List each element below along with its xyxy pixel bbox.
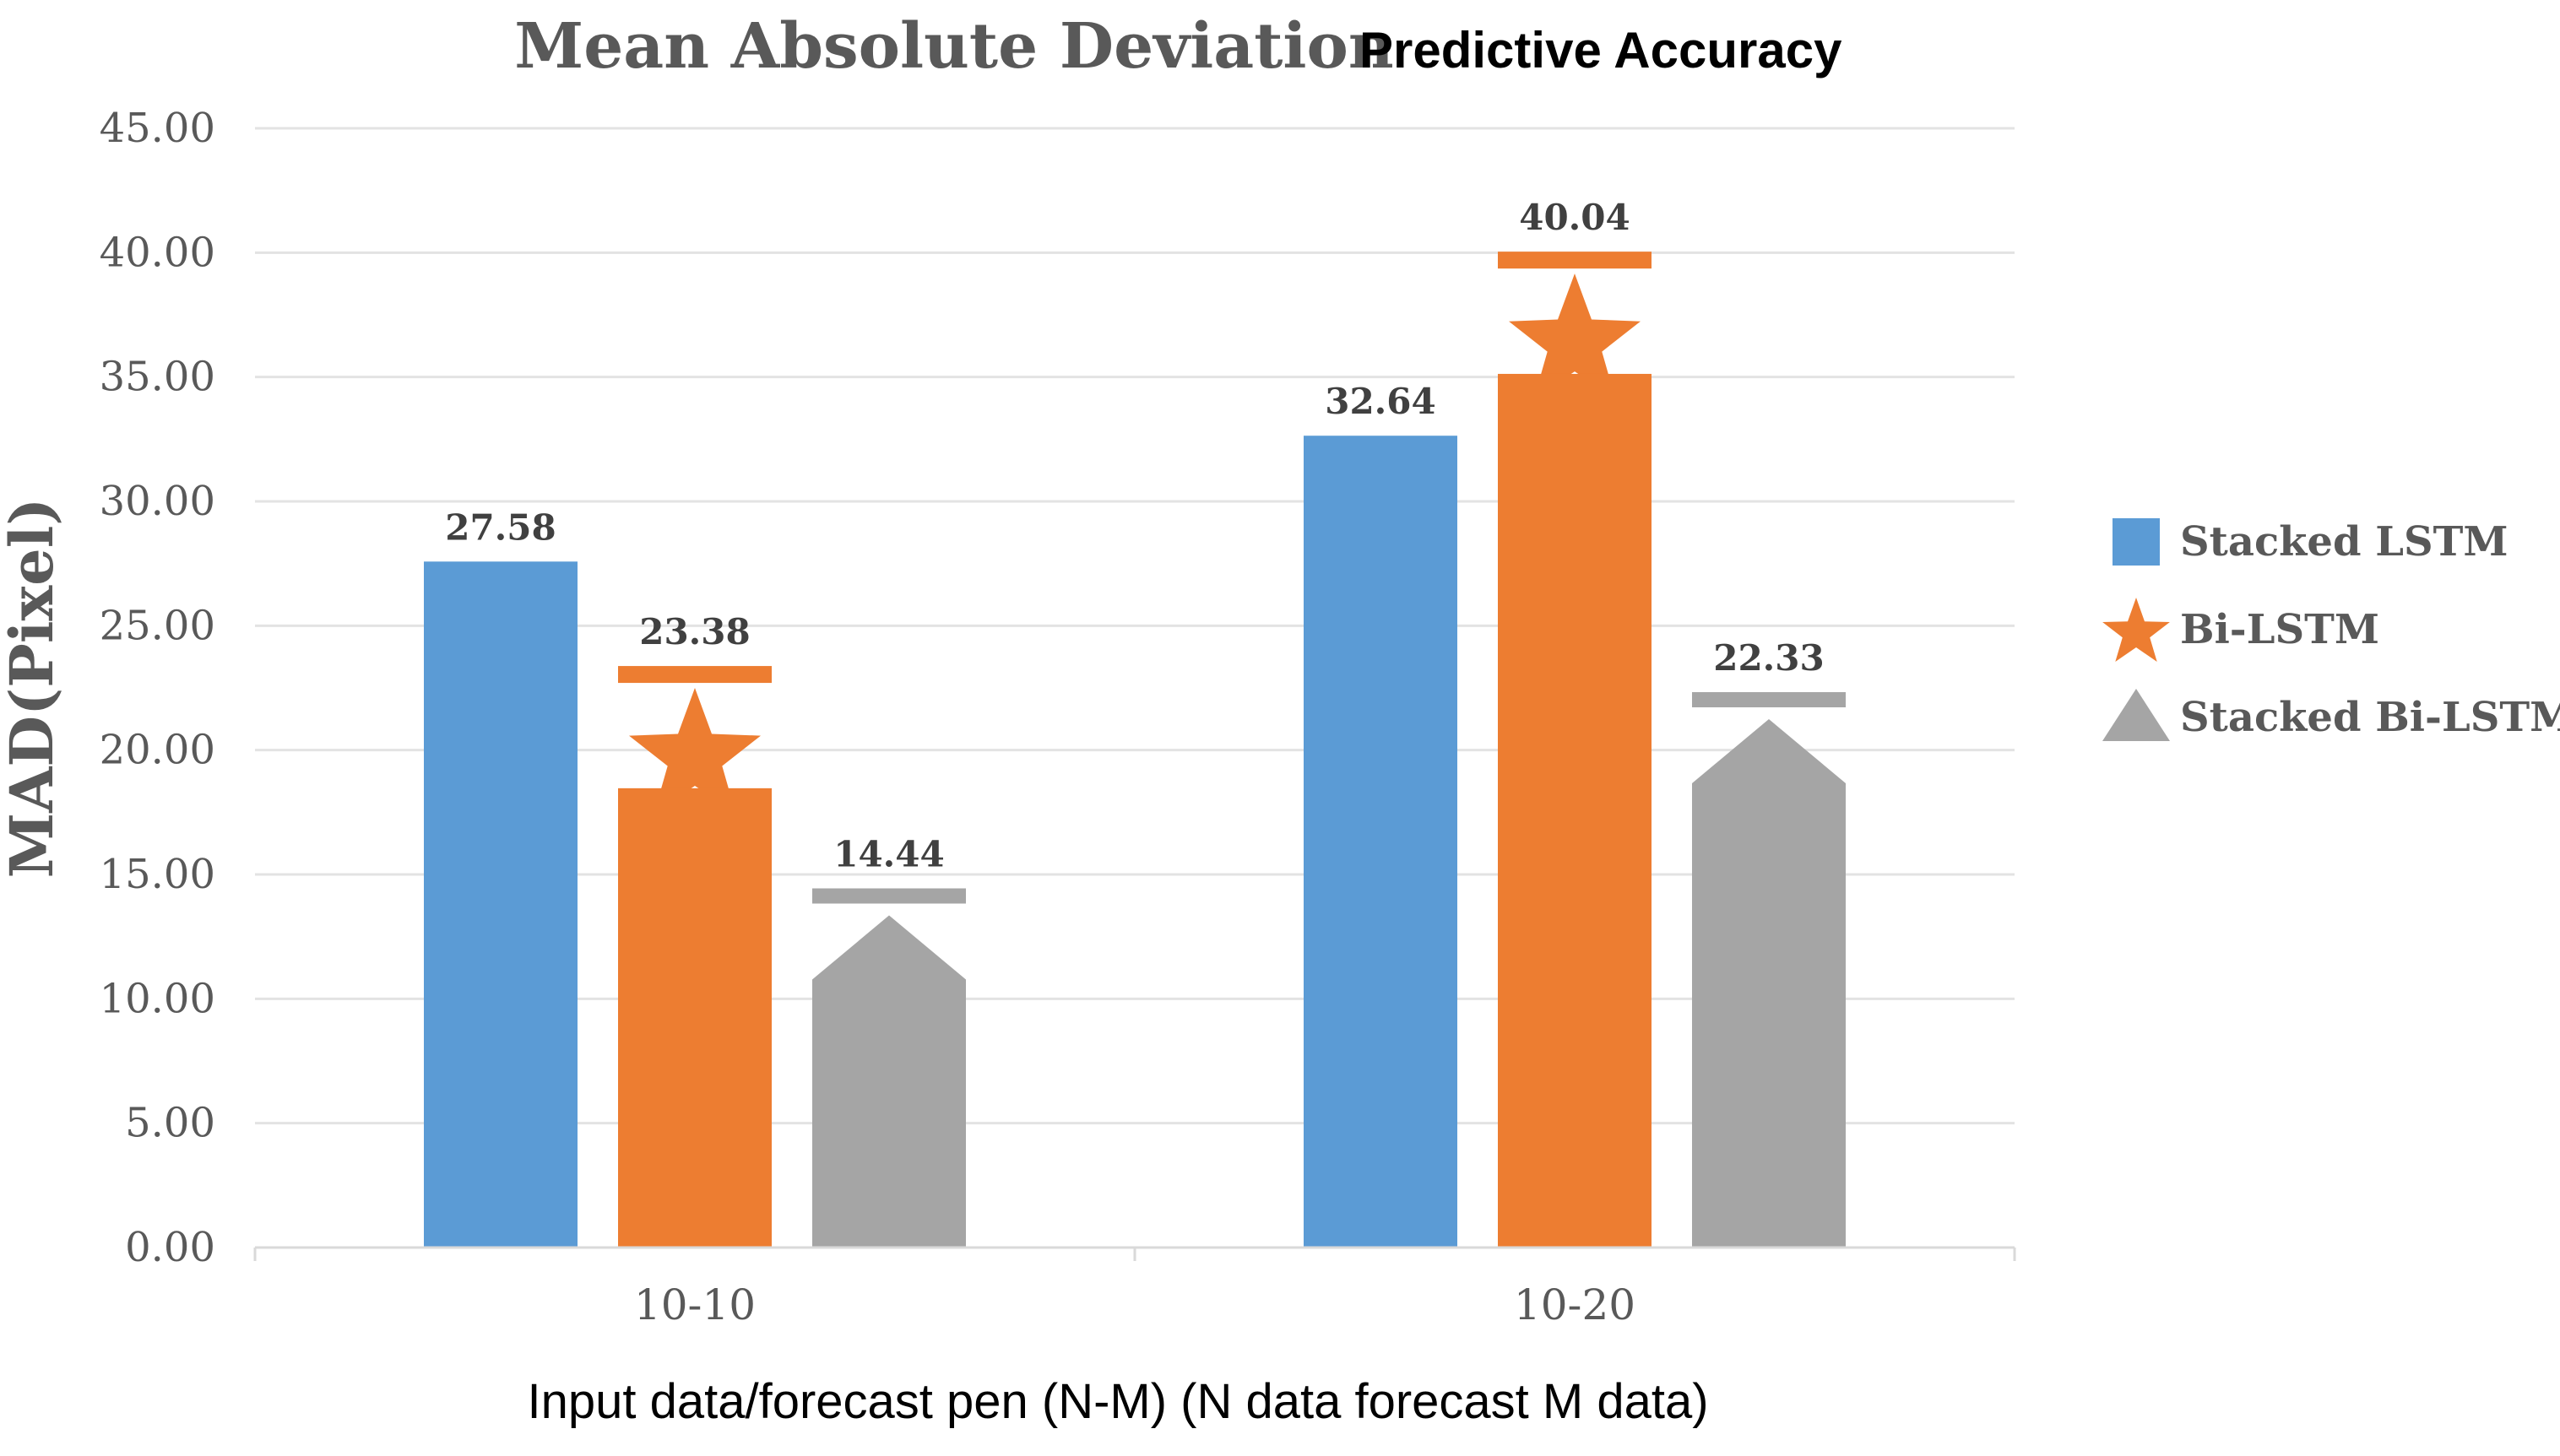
bar-triangle [812,888,966,1248]
legend-triangle-icon [2102,689,2170,741]
y-tick-label: 15.00 [100,851,215,898]
data-label: 14.44 [833,834,945,875]
bar [1498,373,1652,1248]
bars [424,252,1846,1248]
star-marker [629,688,761,814]
legend-label: Stacked LSTM [2180,518,2508,566]
chart-title-sub: Predictive Accuracy [1359,22,1842,78]
y-tick-label: 40.00 [100,229,215,276]
x-tick-label: 10-10 [634,1280,756,1329]
y-tick-label: 20.00 [100,727,215,774]
chart-title: Mean Absolute Deviation Predictive Accur… [514,10,1842,83]
bar [618,788,772,1248]
legend-label: Stacked Bi-LSTM [2180,694,2560,741]
legend-label: Bi-LSTM [2180,606,2379,653]
bar-square [1304,436,1457,1248]
x-axis-label: Input data/forecast pen (N-M) (N data fo… [527,1374,1708,1429]
y-tick-label: 45.00 [100,105,215,152]
y-axis-label: MAD(Pixel) [0,498,67,879]
bar-cap [618,666,772,684]
bar-cap [1498,252,1652,269]
y-axis-ticks: 0.00 5.00 10.00 15.00 20.00 25.00 30.00 35.00 40… [100,105,215,1271]
legend-item: Stacked LSTM [2113,518,2508,566]
y-tick-label: 10.00 [100,975,215,1022]
data-label: 40.04 [1519,197,1630,238]
bar [812,915,966,1248]
bar-cap [1692,692,1846,708]
y-tick-label: 5.00 [125,1100,215,1147]
legend-square-icon [2113,518,2160,566]
bar [1692,719,1846,1248]
legend-star-icon [2102,598,2170,662]
bar-square [424,561,578,1248]
y-tick-label: 30.00 [100,478,215,525]
data-label: 22.33 [1713,637,1825,679]
x-tick-label: 10-20 [1514,1280,1635,1329]
data-label: 27.58 [445,506,556,548]
bar-star [618,666,772,1248]
star-marker [1509,273,1641,399]
bar-star [1498,252,1652,1248]
legend-item: Bi-LSTM [2102,598,2379,662]
data-labels: 27.58 23.38 14.44 32.64 40.04 22.33 [445,197,1825,874]
bar-triangle [1692,692,1846,1248]
data-label: 23.38 [639,611,751,652]
x-axis-ticks: 10-10 10-20 [634,1280,1635,1329]
chart-title-main: Mean Absolute Deviation [514,10,1393,83]
legend-item: Stacked Bi-LSTM [2102,689,2560,741]
legend: Stacked LSTM Bi-LSTM Stacked Bi-LSTM [2102,518,2560,741]
bar-cap [812,888,966,904]
y-tick-label: 35.00 [100,354,215,401]
bar [424,561,578,1248]
y-tick-label: 25.00 [100,602,215,649]
bar [1304,436,1457,1248]
data-label: 32.64 [1325,381,1436,422]
y-tick-label: 0.00 [125,1224,215,1271]
